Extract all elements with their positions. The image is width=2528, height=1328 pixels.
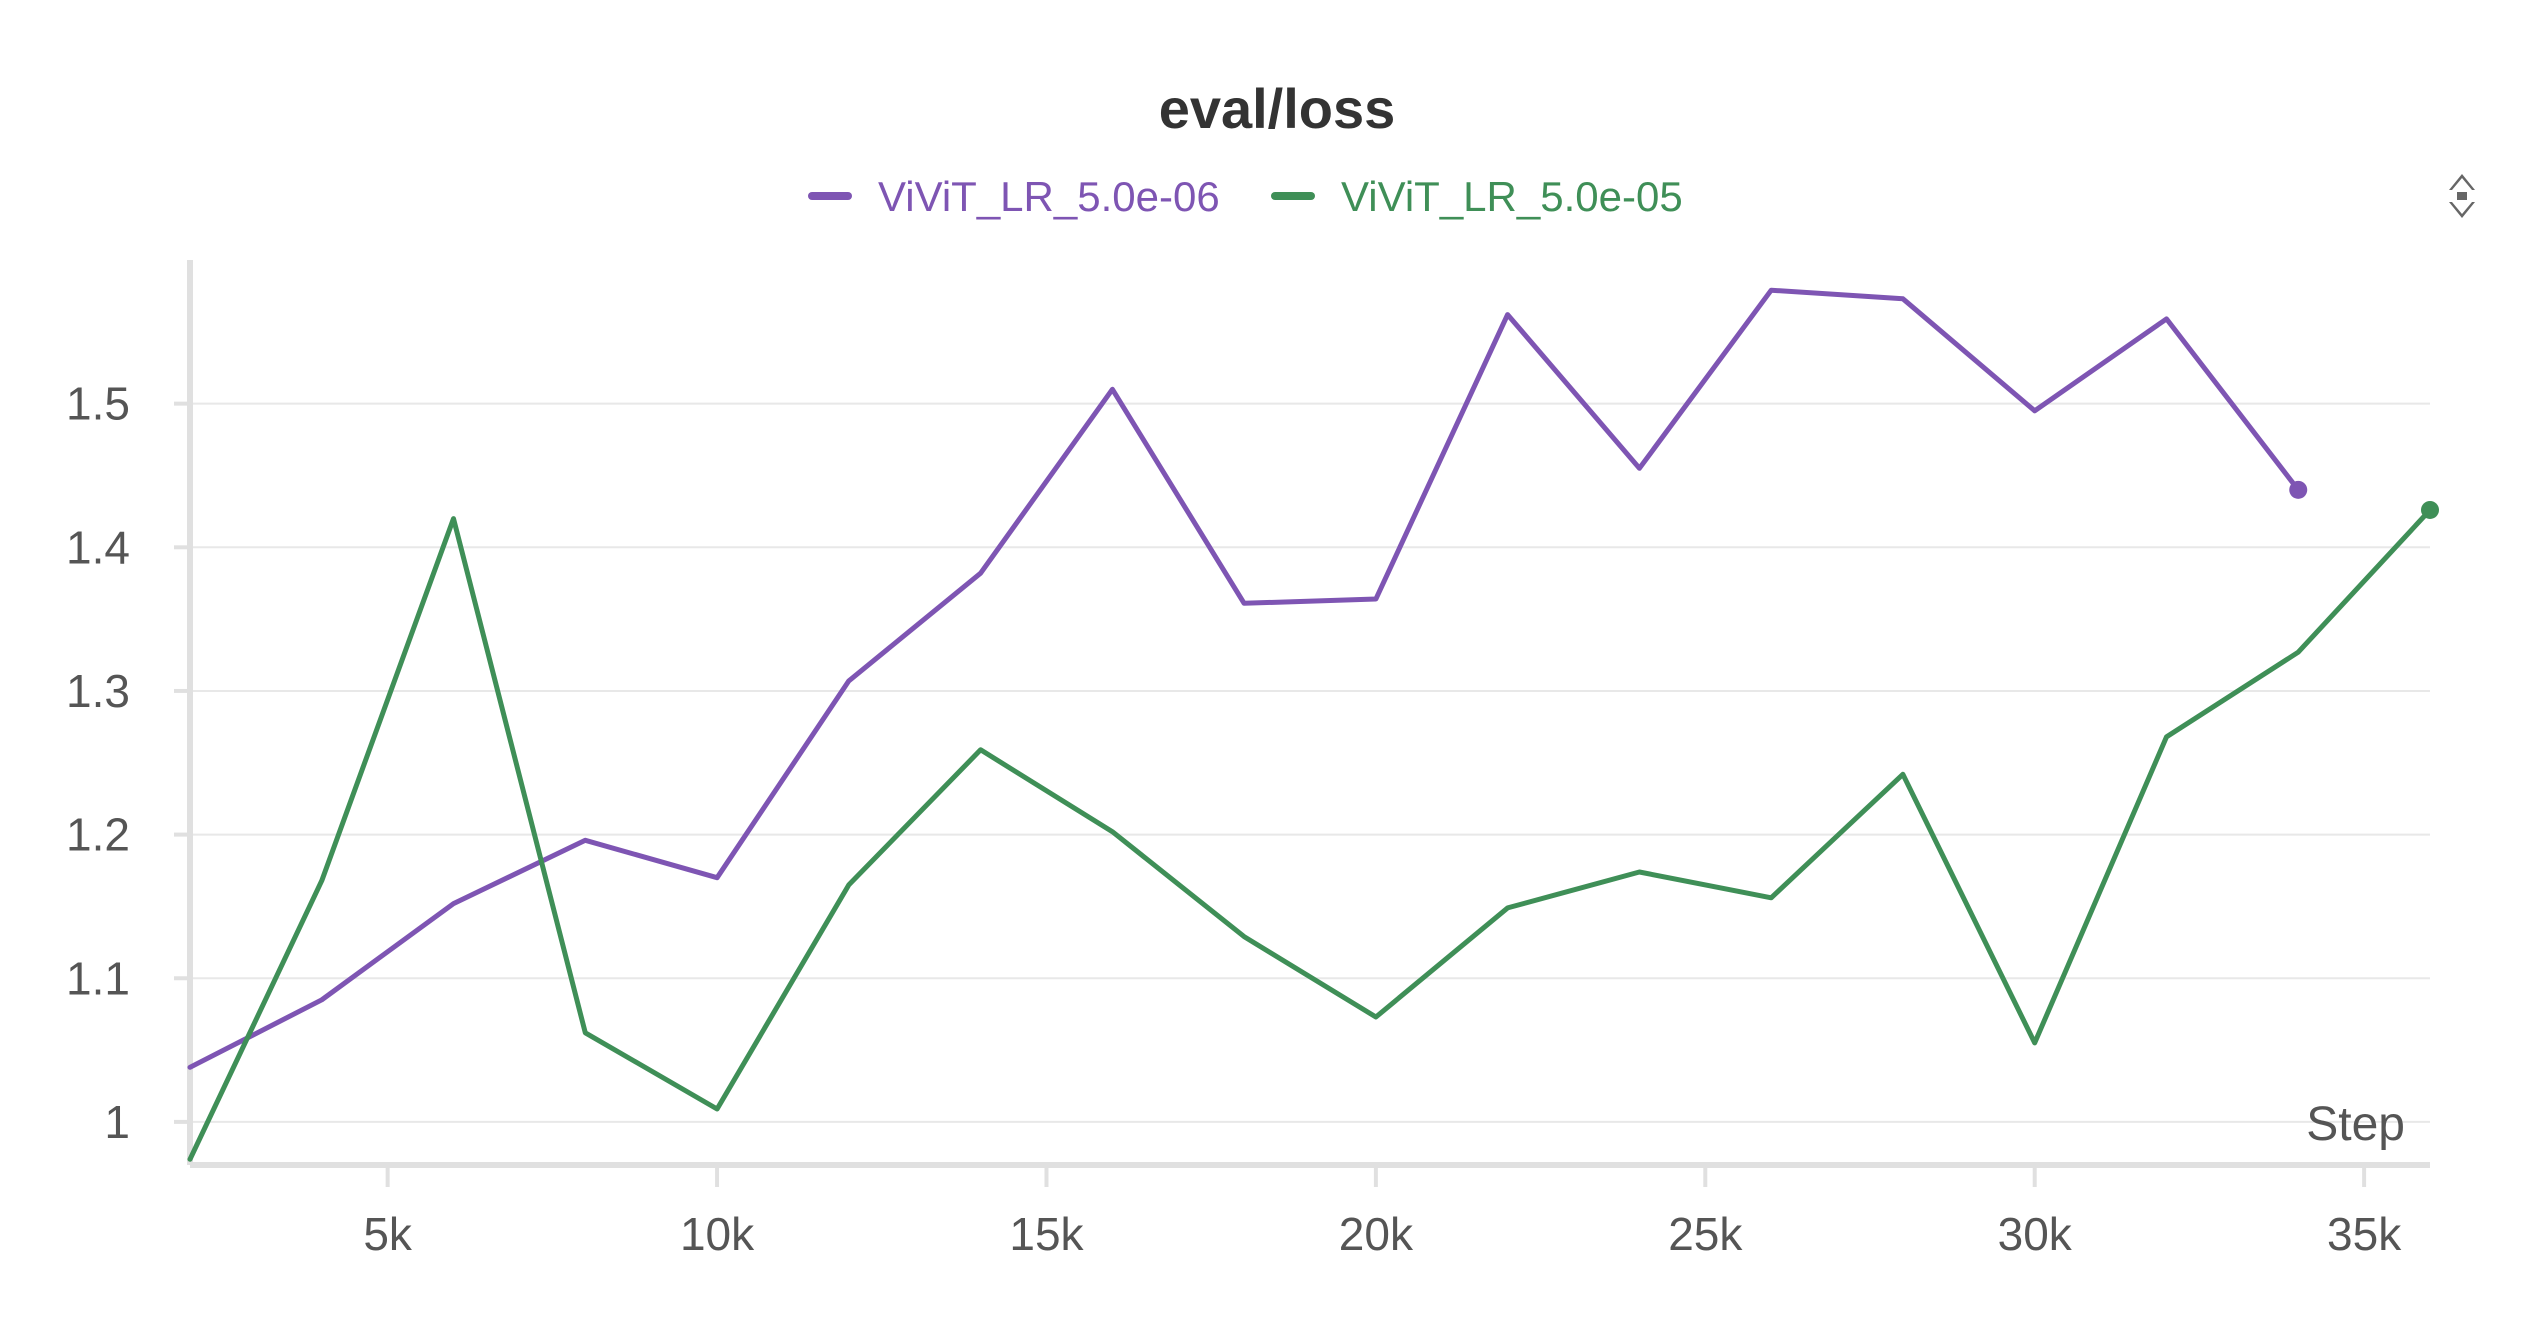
y-tick-label: 1.5 bbox=[66, 378, 130, 430]
axes bbox=[187, 260, 2430, 1168]
series-line-1 bbox=[187, 287, 2301, 1070]
series-end-point-2[interactable] bbox=[2421, 500, 2439, 519]
legend-label: ViViT_LR_5.0e-06 bbox=[878, 173, 1220, 220]
legend-item-2[interactable]: ViViT_LR_5.0e-05 bbox=[1271, 173, 1683, 220]
legend-label: ViViT_LR_5.0e-05 bbox=[1341, 173, 1683, 220]
x-axis-label: Step bbox=[2306, 1098, 2405, 1151]
y-tick-label: 1.2 bbox=[66, 809, 130, 861]
chart-settings-icon[interactable] bbox=[2449, 174, 2475, 218]
legend[interactable]: ViViT_LR_5.0e-06 ViViT_LR_5.0e-05 bbox=[808, 173, 1683, 220]
x-ticks: 5k 10k 15k 20k 25k 30k 35k bbox=[363, 1165, 2402, 1260]
grid-lines bbox=[190, 402, 2430, 1123]
x-tick-label: 10k bbox=[680, 1208, 755, 1260]
chart-title: eval/loss bbox=[1159, 77, 1396, 140]
x-tick-label: 25k bbox=[1668, 1208, 1743, 1260]
y-tick-label: 1.3 bbox=[66, 665, 130, 717]
x-tick-label: 35k bbox=[2327, 1208, 2402, 1260]
x-tick-label: 15k bbox=[1009, 1208, 1084, 1260]
y-tick-label: 1.4 bbox=[66, 521, 130, 573]
x-tick-label: 5k bbox=[363, 1208, 413, 1260]
x-tick-label: 20k bbox=[1339, 1208, 1414, 1260]
legend-item-1[interactable]: ViViT_LR_5.0e-06 bbox=[808, 173, 1220, 220]
x-tick-label: 30k bbox=[1998, 1208, 2073, 1260]
y-tick-label: 1 bbox=[104, 1096, 130, 1148]
series-end-point-1[interactable] bbox=[2289, 480, 2308, 499]
y-ticks: 1 1.1 1.2 1.3 1.4 1.5 bbox=[66, 378, 190, 1148]
series bbox=[187, 287, 2439, 1162]
y-tick-label: 1.1 bbox=[66, 952, 130, 1004]
series-line-2 bbox=[187, 507, 2433, 1162]
